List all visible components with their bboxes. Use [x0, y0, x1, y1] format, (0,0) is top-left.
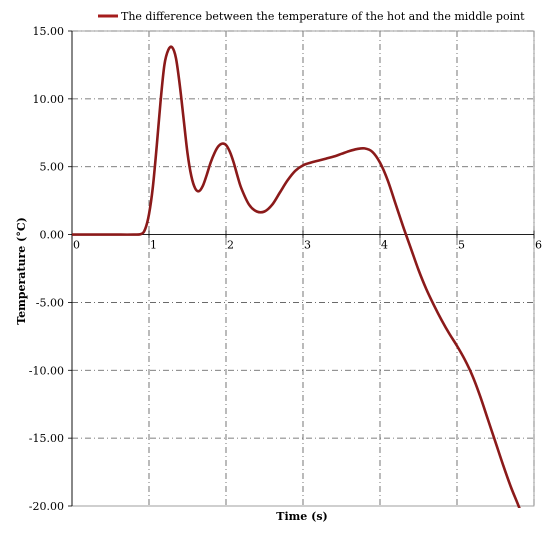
x-tick-label: 1 [150, 239, 157, 252]
x-tick-label: 3 [304, 239, 311, 252]
x-axis-title: Time (s) [276, 510, 327, 523]
y-tick-label: 15.00 [33, 25, 65, 38]
tick-labels: 0 1 2 3 4 5 6 15.00 10.00 5.00 0.00 -5.00 -10.00 -15.… [29, 25, 542, 513]
legend: The difference between the temperature o… [98, 10, 525, 23]
x-tick-label: 5 [458, 239, 465, 252]
y-tick-label: 0.00 [40, 229, 65, 242]
x-tick-label: 2 [227, 239, 234, 252]
y-tick-label: 10.00 [33, 93, 65, 106]
y-tick-label: -20.00 [29, 500, 64, 513]
legend-label: The difference between the temperature o… [121, 10, 525, 23]
series-group [72, 45, 521, 508]
x-tick-label: 4 [381, 239, 388, 252]
x-tick-label: 6 [535, 239, 542, 252]
y-tick-label: 5.00 [40, 161, 65, 174]
y-tick-label: -15.00 [29, 432, 64, 445]
y-tick-label: -5.00 [36, 296, 64, 309]
x-tick-label: 0 [73, 239, 80, 252]
y-tick-label: -10.00 [29, 364, 64, 377]
y-axis [68, 30, 73, 507]
series-line [72, 45, 521, 508]
y-axis-title: Temperature (°C) [15, 217, 28, 325]
